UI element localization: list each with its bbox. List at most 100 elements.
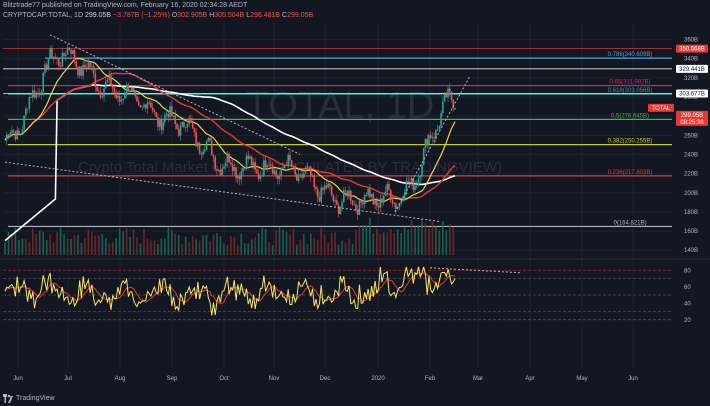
candle-body bbox=[341, 201, 343, 208]
volume-bar bbox=[188, 242, 190, 255]
symbol-label[interactable]: CRYPTOCAP:TOTAL, 1D bbox=[3, 12, 84, 19]
y-tick-label: 300B bbox=[684, 95, 698, 101]
volume-bar bbox=[261, 227, 263, 255]
fib-level-label: 0(164.821B) bbox=[613, 220, 646, 226]
volume-bar bbox=[184, 236, 187, 255]
symbol-ohlc-line: CRYPTOCAP:TOTAL, 1D 299.05B −3.787B (−1.… bbox=[3, 12, 313, 19]
volume-bar bbox=[435, 226, 437, 255]
candle-body bbox=[330, 186, 333, 195]
y-tick-label: 340B bbox=[684, 57, 698, 63]
volume-bar bbox=[77, 234, 79, 255]
tradingview-logo[interactable]: TradingView bbox=[3, 394, 55, 403]
volume-bar bbox=[146, 238, 149, 255]
volume-bar bbox=[167, 227, 170, 255]
candle-body bbox=[294, 166, 296, 175]
candle-body bbox=[388, 183, 390, 190]
candle-body bbox=[59, 65, 62, 67]
candle-body bbox=[179, 126, 182, 136]
candle-body bbox=[89, 62, 91, 67]
volume-bar bbox=[257, 232, 260, 255]
volume-bar bbox=[11, 234, 13, 255]
candle-body bbox=[151, 107, 154, 111]
fib-level-label: 0.382(250.255B) bbox=[608, 139, 653, 145]
candle-body bbox=[35, 92, 38, 98]
candle-body bbox=[157, 116, 159, 127]
candle-body bbox=[68, 47, 71, 50]
candle-body bbox=[106, 79, 109, 82]
candle-body bbox=[65, 54, 67, 57]
candle-body bbox=[33, 90, 36, 98]
candle-body bbox=[223, 166, 225, 169]
candle-body bbox=[438, 126, 441, 129]
candle-body bbox=[188, 117, 190, 125]
volume-bar bbox=[132, 229, 135, 255]
candle-body bbox=[110, 75, 112, 86]
volume-bar bbox=[80, 242, 83, 255]
volume-bar bbox=[264, 229, 267, 255]
candle-body bbox=[447, 88, 449, 98]
candle-body bbox=[233, 167, 236, 171]
volume-bar bbox=[410, 220, 413, 255]
candle-body bbox=[80, 66, 83, 76]
candle-body bbox=[75, 61, 78, 68]
candle-body bbox=[259, 175, 262, 180]
y-tick-label: 180B bbox=[684, 210, 698, 216]
candle-body bbox=[214, 156, 217, 169]
volume-bar bbox=[59, 227, 62, 255]
candle-body bbox=[82, 64, 84, 76]
price-tag-text: 329.441B bbox=[679, 67, 705, 73]
candle-body bbox=[58, 59, 60, 66]
volume-bar bbox=[70, 238, 72, 255]
candle-body bbox=[362, 202, 364, 205]
volume-bar bbox=[362, 225, 364, 255]
candle-body bbox=[137, 101, 140, 106]
candle-body bbox=[283, 165, 286, 169]
candle-body bbox=[99, 91, 102, 98]
volume-bar bbox=[174, 233, 177, 255]
volume-bar bbox=[25, 239, 27, 255]
candle-body bbox=[292, 166, 295, 168]
candle-body bbox=[320, 187, 323, 202]
candle-body bbox=[393, 203, 395, 205]
candle-body bbox=[18, 130, 20, 134]
candle-body bbox=[407, 180, 409, 183]
price-tag-bg bbox=[676, 117, 708, 126]
volume-bar bbox=[94, 235, 97, 255]
candle-body bbox=[71, 49, 74, 55]
candle-body bbox=[125, 84, 128, 95]
volume-bar bbox=[52, 242, 55, 255]
volume-bar bbox=[42, 232, 45, 255]
watermark-symbol: TOTAL, 1D bbox=[246, 85, 435, 127]
candle-body bbox=[250, 156, 253, 166]
candle-body bbox=[299, 174, 302, 176]
y-tick-label: 240B bbox=[684, 152, 698, 158]
candle-body bbox=[49, 48, 51, 59]
low-value: 296.481B bbox=[250, 12, 281, 19]
candle-body bbox=[240, 171, 243, 180]
volume-bar bbox=[334, 232, 336, 255]
candle-body bbox=[344, 190, 347, 192]
candle-body bbox=[101, 96, 104, 98]
candle-body bbox=[118, 95, 121, 102]
volume-bar bbox=[111, 242, 114, 255]
price-tag-bg bbox=[676, 44, 708, 53]
candle-body bbox=[177, 129, 180, 136]
volume-bar bbox=[104, 238, 107, 255]
candle-body bbox=[332, 194, 335, 202]
volume-bar bbox=[45, 240, 48, 255]
candle-body bbox=[433, 137, 435, 139]
volume-bar bbox=[219, 236, 222, 255]
candle-body bbox=[256, 169, 258, 174]
volume-bar bbox=[417, 225, 420, 255]
candle-body bbox=[422, 148, 425, 166]
volume-bar bbox=[7, 231, 10, 255]
volume-bar bbox=[212, 234, 215, 255]
candle-body bbox=[336, 200, 338, 206]
candle-body bbox=[391, 199, 394, 204]
candle-body bbox=[47, 58, 50, 69]
x-tick-label: Jun bbox=[628, 376, 638, 382]
candle-body bbox=[98, 91, 100, 92]
candle-body bbox=[436, 128, 439, 130]
candle-body bbox=[186, 124, 189, 128]
